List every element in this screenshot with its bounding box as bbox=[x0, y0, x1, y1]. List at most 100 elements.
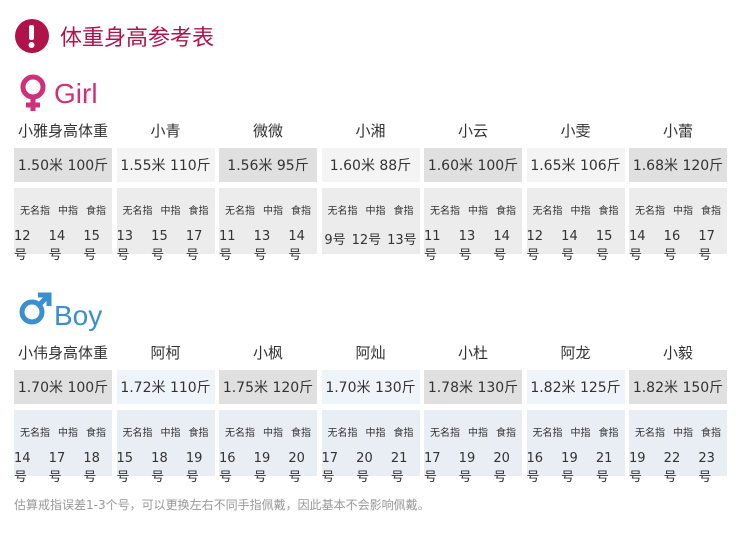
section-label: Boy bbox=[54, 300, 103, 331]
finger-label: 无名指 bbox=[20, 428, 50, 439]
size-value: 21号 bbox=[595, 451, 613, 485]
finger-row: 无名指 中指 食指 bbox=[117, 202, 215, 217]
finger-row: 无名指 中指 食指 bbox=[322, 424, 420, 439]
size-row: 16号 19号 21号 bbox=[527, 451, 625, 485]
finger-label: 食指 bbox=[393, 428, 414, 439]
size-cell: 无名指 中指 食指 12号 14号 15号 bbox=[526, 188, 625, 263]
size-value: 18号 bbox=[83, 451, 100, 485]
finger-row: 无名指 中指 食指 bbox=[322, 202, 420, 217]
column-name: 小雯 bbox=[560, 122, 591, 140]
finger-label: 中指 bbox=[570, 428, 591, 439]
stats-cell: 1.55米 110斤 bbox=[116, 148, 215, 182]
finger-row: 无名指 中指 食指 bbox=[14, 202, 112, 217]
title: 体重身高参考表 bbox=[60, 26, 215, 51]
size-value: 16号 bbox=[663, 229, 681, 263]
size-value: 19号 bbox=[253, 451, 271, 485]
finger-label: 中指 bbox=[570, 206, 591, 217]
size-cell: 无名指 中指 食指 11号 13号 14号 bbox=[219, 188, 317, 263]
stats-cell: 1.75米 120斤 bbox=[219, 370, 317, 404]
size-value: 16号 bbox=[526, 451, 544, 485]
size-cell: 无名指 中指 食指 11号 13号 14号 bbox=[424, 188, 522, 263]
size-row: 12号 14号 15号 bbox=[527, 229, 625, 263]
finger-label: 无名指 bbox=[20, 206, 50, 217]
size-value: 19号 bbox=[458, 451, 476, 485]
finger-label: 无名指 bbox=[122, 206, 153, 217]
size-row: 11号 13号 14号 bbox=[424, 229, 522, 263]
finger-label: 中指 bbox=[58, 428, 78, 439]
finger-label: 食指 bbox=[393, 206, 414, 217]
stats-cell: 1.78米 130斤 bbox=[424, 370, 522, 404]
finger-label: 无名指 bbox=[635, 206, 665, 217]
size-value: 17号 bbox=[48, 451, 66, 485]
size-value: 17号 bbox=[424, 451, 441, 485]
finger-label: 无名指 bbox=[532, 428, 563, 439]
size-value: 18号 bbox=[151, 451, 168, 485]
finger-label: 食指 bbox=[86, 428, 106, 439]
finger-label: 无名指 bbox=[225, 206, 255, 217]
finger-label: 中指 bbox=[58, 206, 78, 217]
size-cell: 无名指 中指 食指 12号 14号 15号 bbox=[14, 188, 112, 263]
size-cell: 无名指 中指 食指 9号 12号 13号 bbox=[321, 188, 420, 254]
size-value: 12号 bbox=[351, 233, 382, 248]
column-name: 微微 bbox=[252, 122, 283, 140]
stats-cell: 1.82米 125斤 bbox=[526, 370, 625, 404]
size-cell: 无名指 中指 食指 16号 19号 21号 bbox=[526, 410, 625, 485]
size-cell: 无名指 中指 食指 17号 20号 21号 bbox=[321, 410, 420, 485]
stats-cell: 1.70米 130斤 bbox=[321, 370, 420, 404]
size-value: 22号 bbox=[663, 451, 681, 485]
size-value: 14号 bbox=[48, 229, 66, 263]
finger-label: 中指 bbox=[365, 206, 386, 217]
size-value: 17号 bbox=[321, 451, 339, 485]
size-value: 11号 bbox=[219, 229, 236, 263]
finger-row: 无名指 中指 食指 bbox=[629, 202, 727, 217]
finger-label: 中指 bbox=[263, 206, 283, 217]
column-name: 小湘 bbox=[355, 122, 386, 140]
finger-row: 无名指 中指 食指 bbox=[424, 202, 522, 217]
finger-label: 食指 bbox=[188, 206, 209, 217]
finger-label: 食指 bbox=[291, 206, 311, 217]
size-cell: 无名指 中指 食指 14号 17号 18号 bbox=[14, 410, 112, 485]
stats-cell: 1.70米 100斤 bbox=[14, 370, 112, 404]
female-icon bbox=[20, 74, 46, 111]
size-cell: 无名指 中指 食指 15号 18号 19号 bbox=[116, 410, 215, 485]
stats-cell: 1.65米 106斤 bbox=[526, 148, 625, 182]
finger-label: 食指 bbox=[701, 206, 721, 217]
finger-row: 无名指 中指 食指 bbox=[424, 424, 522, 439]
size-value: 13号 bbox=[116, 229, 134, 263]
finger-label: 食指 bbox=[598, 428, 619, 439]
size-value: 14号 bbox=[561, 229, 578, 263]
size-cell: 无名指 中指 食指 16号 19号 20号 bbox=[219, 410, 317, 485]
finger-label: 中指 bbox=[673, 428, 693, 439]
column-name: 小云 bbox=[457, 122, 488, 140]
size-value: 17号 bbox=[185, 229, 203, 263]
size-value: 12号 bbox=[526, 229, 544, 263]
size-row: 12号 14号 15号 bbox=[14, 229, 112, 263]
finger-label: 中指 bbox=[673, 206, 693, 217]
finger-label: 无名指 bbox=[532, 206, 563, 217]
finger-row: 无名指 中指 食指 bbox=[527, 424, 625, 439]
stats-cell: 1.56米 95斤 bbox=[219, 148, 317, 182]
size-value: 19号 bbox=[629, 451, 646, 485]
column-name: 小毅 bbox=[662, 344, 693, 362]
size-value: 21号 bbox=[390, 451, 408, 485]
size-value: 20号 bbox=[493, 451, 510, 485]
size-value: 15号 bbox=[83, 229, 100, 263]
size-value: 14号 bbox=[14, 451, 31, 485]
finger-row: 无名指 中指 食指 bbox=[117, 424, 215, 439]
size-cell: 无名指 中指 食指 13号 15号 17号 bbox=[116, 188, 215, 263]
size-row: 9号 12号 13号 bbox=[322, 229, 420, 248]
size-row: 15号 18号 19号 bbox=[117, 451, 215, 485]
finger-label: 中指 bbox=[263, 428, 283, 439]
size-value: 9号 bbox=[324, 233, 346, 248]
column-name: 阿柯 bbox=[150, 344, 181, 362]
finger-label: 食指 bbox=[598, 206, 619, 217]
column-name: 小雅身高体重 bbox=[17, 122, 108, 140]
size-value: 19号 bbox=[185, 451, 203, 485]
column-name: 小青 bbox=[150, 122, 181, 140]
column-name: 阿灿 bbox=[355, 344, 386, 362]
size-row: 19号 22号 23号 bbox=[629, 451, 727, 485]
column-name: 小枫 bbox=[252, 344, 283, 362]
size-value: 14号 bbox=[288, 229, 305, 263]
size-cell: 无名指 中指 食指 14号 16号 17号 bbox=[629, 188, 727, 263]
size-row: 14号 16号 17号 bbox=[629, 229, 727, 263]
